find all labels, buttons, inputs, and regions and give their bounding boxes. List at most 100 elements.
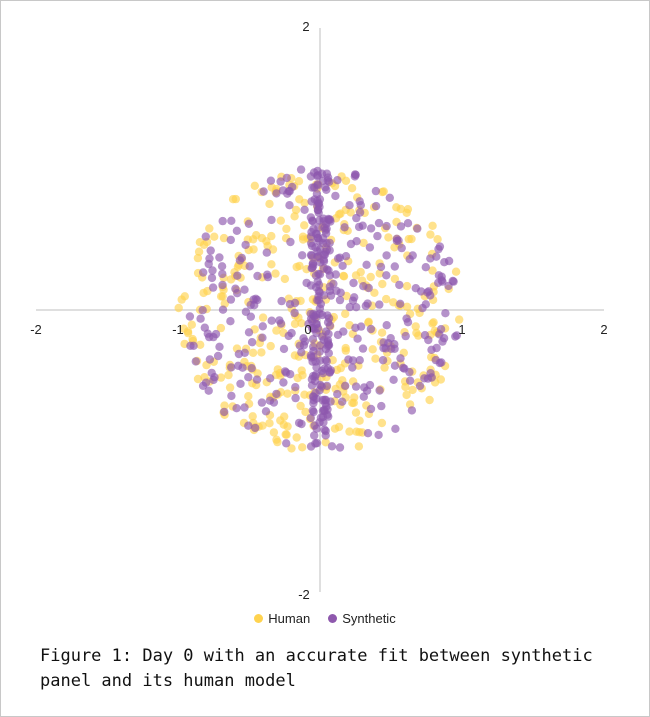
synthetic-point (382, 321, 391, 330)
human-point (193, 253, 203, 263)
x-tick-label: -1 (172, 322, 184, 337)
human-point (349, 398, 358, 407)
synthetic-point (365, 243, 375, 252)
human-point (296, 401, 305, 411)
synthetic-point (435, 358, 444, 368)
synthetic-point (315, 195, 325, 204)
synthetic-point (362, 260, 371, 269)
synthetic-point (400, 364, 409, 373)
synthetic-point (351, 323, 360, 332)
synthetic-point (352, 213, 361, 223)
synthetic-point (307, 197, 316, 206)
synthetic-point (392, 234, 401, 243)
synthetic-point (395, 280, 404, 290)
human-point (248, 412, 257, 421)
synthetic-point (227, 391, 236, 401)
human-point (321, 438, 330, 447)
synthetic-point (427, 345, 436, 354)
synthetic-point (201, 232, 210, 241)
synthetic-point (259, 187, 268, 196)
human-point (216, 373, 226, 382)
human-point (282, 224, 291, 234)
synthetic-point (240, 285, 249, 294)
human-point (298, 371, 307, 380)
synthetic-point (240, 348, 249, 357)
synthetic-point (382, 251, 391, 260)
human-point (196, 340, 205, 349)
human-point (455, 315, 464, 324)
synthetic-point (282, 368, 291, 377)
synthetic-point (405, 255, 414, 264)
synthetic-point (250, 301, 259, 310)
synthetic-point (366, 404, 376, 414)
human-point (379, 187, 388, 196)
synthetic-point (206, 246, 215, 255)
synthetic-point (226, 317, 235, 326)
synthetic-point (405, 376, 415, 385)
human-point (290, 212, 299, 221)
synthetic-point (266, 374, 275, 383)
human-point (364, 318, 373, 327)
legend-item-synthetic: Synthetic (328, 611, 396, 626)
synthetic-point (344, 355, 353, 364)
synthetic-point (321, 426, 330, 436)
synthetic-point (348, 296, 358, 305)
synthetic-point (386, 334, 395, 343)
synthetic-point (287, 328, 296, 338)
synthetic-point (299, 341, 309, 350)
legend-swatch-synthetic (328, 614, 338, 623)
synthetic-point (371, 201, 381, 211)
human-point (193, 374, 203, 384)
synthetic-point (444, 256, 454, 266)
synthetic-point (362, 386, 372, 395)
synthetic-point (335, 443, 345, 452)
synthetic-point (436, 325, 446, 334)
synthetic-point (251, 423, 260, 433)
human-point (258, 421, 267, 430)
synthetic-point (246, 312, 255, 321)
synthetic-point (441, 309, 450, 318)
synthetic-point (312, 320, 321, 329)
human-point (294, 177, 304, 186)
human-point (334, 422, 344, 432)
synthetic-point (276, 177, 285, 186)
synthetic-point (240, 403, 249, 412)
human-point (271, 269, 280, 278)
synthetic-point (426, 291, 435, 300)
y-tick-label: 2 (302, 19, 309, 34)
synthetic-point (208, 266, 217, 275)
synthetic-point (308, 335, 318, 344)
synthetic-point (272, 389, 281, 399)
synthetic-point (218, 269, 227, 279)
synthetic-point (286, 237, 295, 247)
synthetic-point (199, 268, 208, 277)
synthetic-point (396, 222, 406, 231)
synthetic-point (333, 330, 343, 340)
human-point (265, 199, 274, 209)
human-point (402, 390, 411, 400)
human-point (283, 389, 292, 398)
human-point (392, 203, 401, 212)
synthetic-point (325, 282, 335, 291)
human-point (380, 363, 389, 372)
synthetic-point (421, 263, 430, 272)
synthetic-point (316, 413, 326, 422)
synthetic-point (411, 284, 420, 293)
y-tick-label: -2 (298, 587, 310, 602)
human-point (224, 370, 233, 380)
synthetic-point (420, 374, 429, 383)
human-point (428, 266, 437, 275)
human-point (428, 319, 437, 328)
synthetic-point (335, 295, 345, 305)
human-point (356, 267, 365, 277)
synthetic-point (203, 329, 212, 338)
synthetic-point (232, 226, 242, 235)
human-point (290, 319, 300, 329)
human-point (283, 422, 292, 431)
synthetic-point (420, 331, 430, 340)
synthetic-point (325, 246, 334, 255)
synthetic-point (333, 176, 342, 185)
synthetic-point (432, 252, 441, 261)
human-point (272, 326, 281, 335)
human-point (402, 302, 412, 311)
